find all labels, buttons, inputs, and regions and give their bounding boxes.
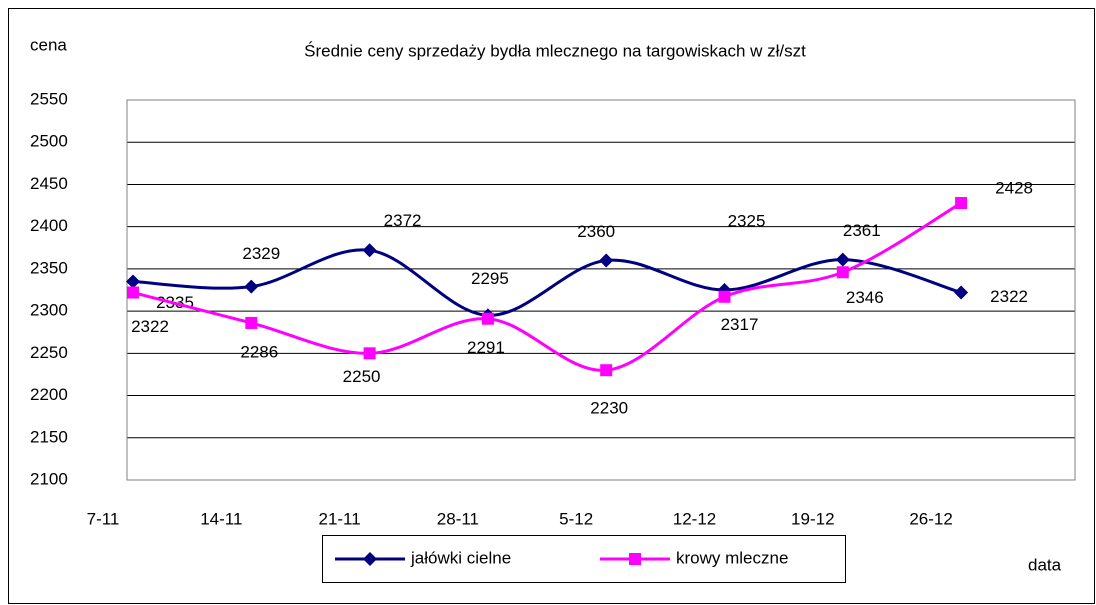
x-tick-label: 14-11 [200, 509, 242, 528]
data-point [244, 279, 259, 294]
x-tick-label: 21-11 [318, 509, 360, 528]
data-point [955, 197, 968, 210]
y-tick-label: 2350 [30, 258, 68, 277]
y-axis-label: cena [30, 35, 67, 54]
data-label: 2250 [343, 367, 381, 386]
y-tick-label: 2250 [30, 343, 68, 362]
y-tick-label: 2450 [30, 174, 68, 193]
x-tick-label: 7-11 [87, 509, 120, 528]
x-tick-label: 19-12 [791, 509, 834, 528]
y-tick-label: 2300 [30, 301, 68, 320]
data-label: 2372 [384, 211, 422, 230]
data-label: 2325 [728, 211, 766, 230]
y-tick-label: 2200 [30, 385, 68, 404]
data-label: 2361 [843, 221, 881, 240]
data-label: 2360 [577, 222, 615, 241]
data-label: 2286 [240, 342, 278, 361]
x-tick-label: 26-12 [909, 509, 952, 528]
legend-label: jałówki cielne [410, 548, 511, 567]
data-label: 2322 [990, 287, 1028, 306]
y-tick-label: 2550 [30, 89, 68, 108]
x-tick-label: 12-12 [673, 509, 716, 528]
legend-box [322, 535, 846, 583]
legend-label: krowy mleczne [676, 548, 788, 567]
legend-marker [629, 553, 641, 565]
y-tick-label: 2500 [30, 132, 68, 151]
data-point [363, 347, 376, 360]
x-axis-label: data [1028, 555, 1062, 574]
x-tick-label: 5-12 [559, 509, 593, 528]
legend-marker [363, 552, 377, 566]
data-label: 2317 [721, 315, 759, 334]
series-line [132, 201, 962, 372]
y-tick-label: 2100 [30, 469, 68, 488]
data-point [126, 274, 140, 289]
data-label: 2230 [590, 399, 628, 418]
y-tick-label: 2150 [30, 427, 68, 446]
data-label: 2295 [471, 269, 509, 288]
x-tick-label: 28-11 [437, 509, 479, 528]
data-label: 2329 [242, 244, 280, 263]
data-point [600, 364, 613, 377]
data-point [599, 253, 614, 268]
data-point [362, 243, 377, 258]
data-label: 2291 [467, 338, 505, 357]
data-point [836, 266, 849, 279]
data-point [718, 290, 731, 303]
data-point [127, 286, 139, 299]
data-point [481, 312, 494, 325]
y-tick-label: 2400 [30, 216, 68, 235]
data-label: 2322 [131, 317, 169, 336]
data-point [245, 316, 258, 329]
chart-title: Średnie ceny sprzedaży bydła mlecznego n… [304, 41, 806, 60]
data-label: 2428 [995, 179, 1033, 198]
data-point [954, 285, 969, 300]
series-line [132, 248, 962, 317]
data-point [835, 252, 850, 267]
data-label: 2346 [846, 288, 884, 307]
